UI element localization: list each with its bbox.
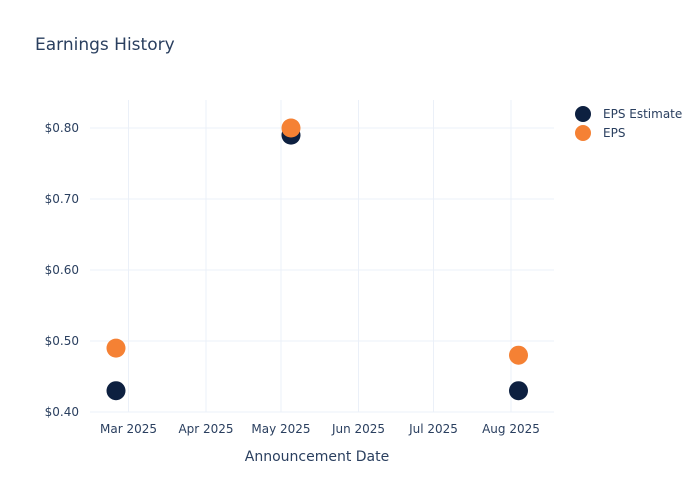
legend-label: EPS Estimate bbox=[603, 107, 682, 121]
x-axis-title: Announcement Date bbox=[245, 449, 389, 465]
eps-estimate-point[interactable] bbox=[509, 381, 528, 401]
gridlines bbox=[90, 100, 554, 413]
eps-point[interactable] bbox=[106, 338, 126, 358]
eps-estimate-point[interactable] bbox=[106, 381, 126, 401]
chart-title: Earnings History bbox=[35, 35, 175, 55]
y-axis-ticks: $0.40 $0.50 $0.60 $0.70 $0.80 bbox=[45, 121, 79, 419]
eps-point[interactable] bbox=[509, 345, 528, 365]
legend-label: EPS bbox=[603, 126, 625, 140]
x-tick-label: Jul 2025 bbox=[408, 422, 458, 436]
y-tick-label: $0.70 bbox=[45, 192, 79, 206]
y-tick-label: $0.40 bbox=[45, 405, 79, 419]
x-tick-label: Apr 2025 bbox=[178, 422, 233, 436]
x-tick-label: Mar 2025 bbox=[100, 422, 157, 436]
x-axis-ticks: Mar 2025 Apr 2025 May 2025 Jun 2025 Jul 2025… bbox=[100, 422, 540, 436]
eps-point[interactable] bbox=[281, 118, 301, 138]
x-tick-label: Jun 2025 bbox=[331, 422, 385, 436]
legend-marker-icon bbox=[575, 106, 591, 122]
x-tick-label: May 2025 bbox=[251, 422, 310, 436]
legend-item-eps-estimate[interactable]: EPS Estimate bbox=[575, 106, 682, 122]
legend-item-eps[interactable]: EPS bbox=[575, 125, 625, 141]
legend-marker-icon bbox=[575, 125, 591, 141]
y-tick-label: $0.80 bbox=[45, 121, 79, 135]
data-points bbox=[106, 118, 528, 401]
x-tick-label: Aug 2025 bbox=[482, 422, 540, 436]
y-tick-label: $0.60 bbox=[45, 263, 79, 277]
y-tick-label: $0.50 bbox=[45, 334, 79, 348]
legend[interactable]: EPS Estimate EPS bbox=[575, 106, 682, 141]
